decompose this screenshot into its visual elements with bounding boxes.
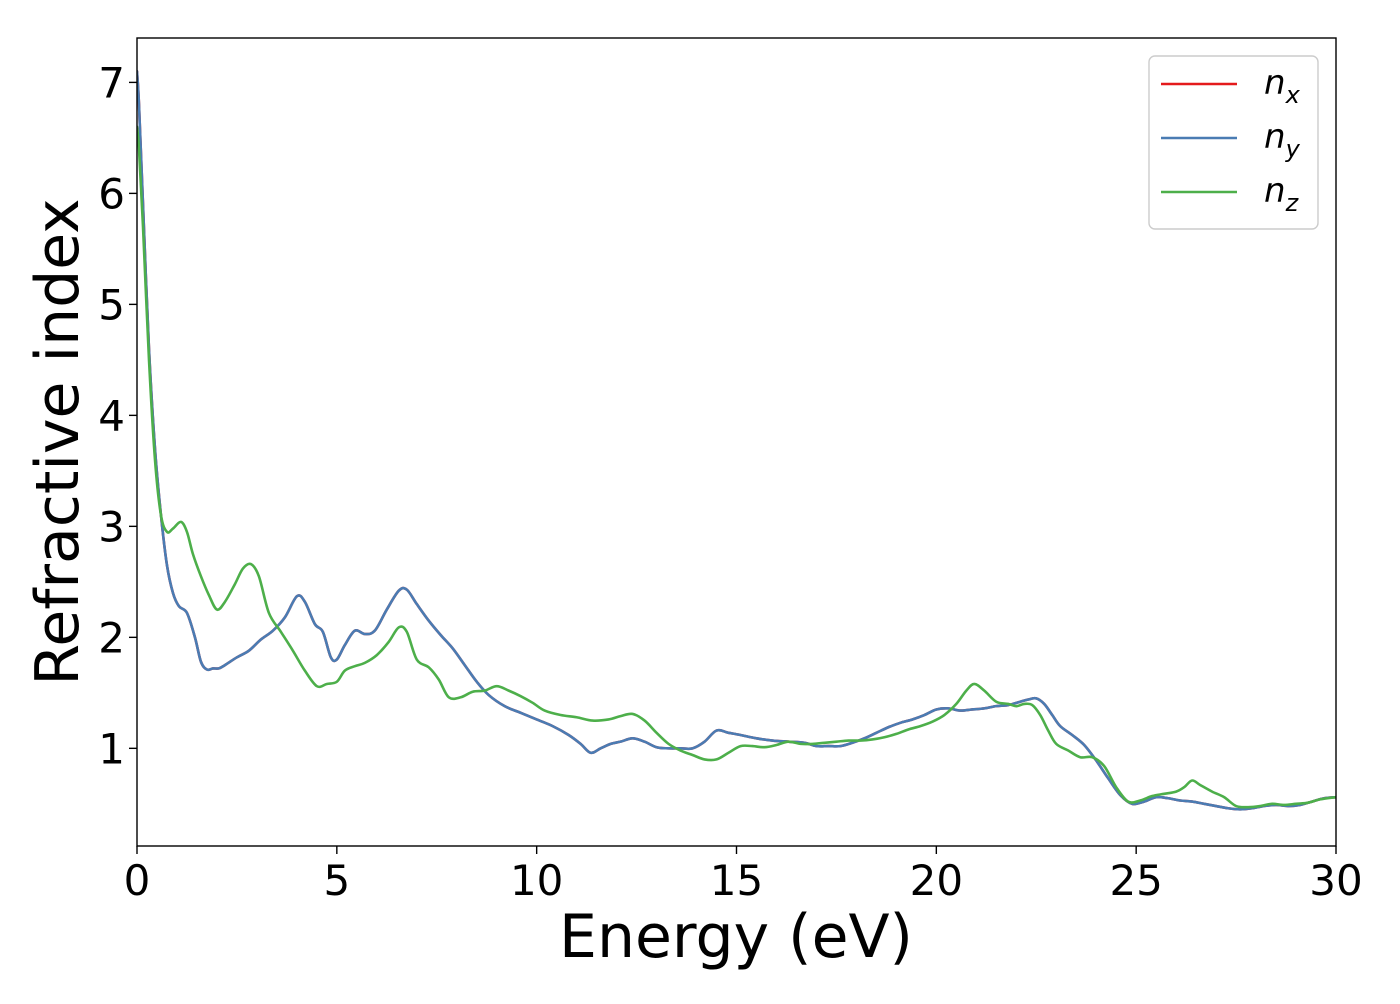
y-axis: 1 2 3 4 5 6 7 — [98, 58, 137, 773]
legend-box — [1148, 55, 1319, 230]
y-tick-label: 3 — [98, 502, 125, 551]
y-tick-label: 5 — [98, 280, 125, 329]
x-tick-label: 30 — [1309, 856, 1362, 905]
legend-label-subscript: z — [1285, 189, 1300, 217]
x-tick-label: 25 — [1109, 856, 1162, 905]
legend-label-main: n — [1264, 171, 1286, 211]
legend-label-subscript: y — [1285, 135, 1301, 163]
legend-label-main: n — [1264, 117, 1286, 157]
legend-label-subscript: x — [1285, 81, 1301, 109]
x-tick-label: 10 — [510, 856, 563, 905]
series-layer — [137, 70, 1336, 811]
y-axis-label: Refractive index — [23, 198, 93, 685]
y-tick-label: 6 — [98, 169, 125, 218]
y-tick-label: 2 — [98, 613, 125, 662]
legend-label-main: n — [1264, 63, 1286, 103]
legend-label-y: ny — [1264, 117, 1301, 163]
legend-label-x: nx — [1264, 63, 1301, 109]
x-tick-label: 0 — [124, 856, 151, 905]
x-tick-label: 5 — [323, 856, 350, 905]
series-line-z — [137, 125, 1336, 809]
y-tick-label: 4 — [98, 391, 125, 440]
y-tick-label: 1 — [98, 724, 125, 773]
legend-label-z: nz — [1264, 171, 1300, 217]
x-axis-label: Energy (eV) — [559, 902, 913, 972]
x-tick-label: 20 — [910, 856, 963, 905]
x-axis: 0 5 10 15 20 25 30 — [124, 846, 1363, 905]
x-tick-label: 15 — [710, 856, 763, 905]
y-tick-label: 7 — [98, 58, 125, 107]
